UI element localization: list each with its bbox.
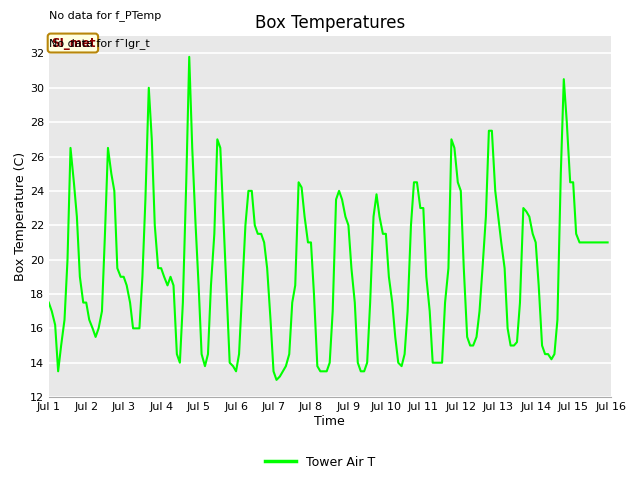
Legend: Tower Air T: Tower Air T — [260, 451, 380, 474]
Text: No data for f_PTemp: No data for f_PTemp — [49, 10, 161, 21]
Text: No data for f¯lgr_t: No data for f¯lgr_t — [49, 38, 150, 49]
X-axis label: Time: Time — [314, 415, 345, 428]
Text: SI_met: SI_met — [51, 36, 95, 49]
Title: Box Temperatures: Box Temperatures — [255, 14, 405, 32]
Y-axis label: Box Temperature (C): Box Temperature (C) — [14, 152, 27, 281]
